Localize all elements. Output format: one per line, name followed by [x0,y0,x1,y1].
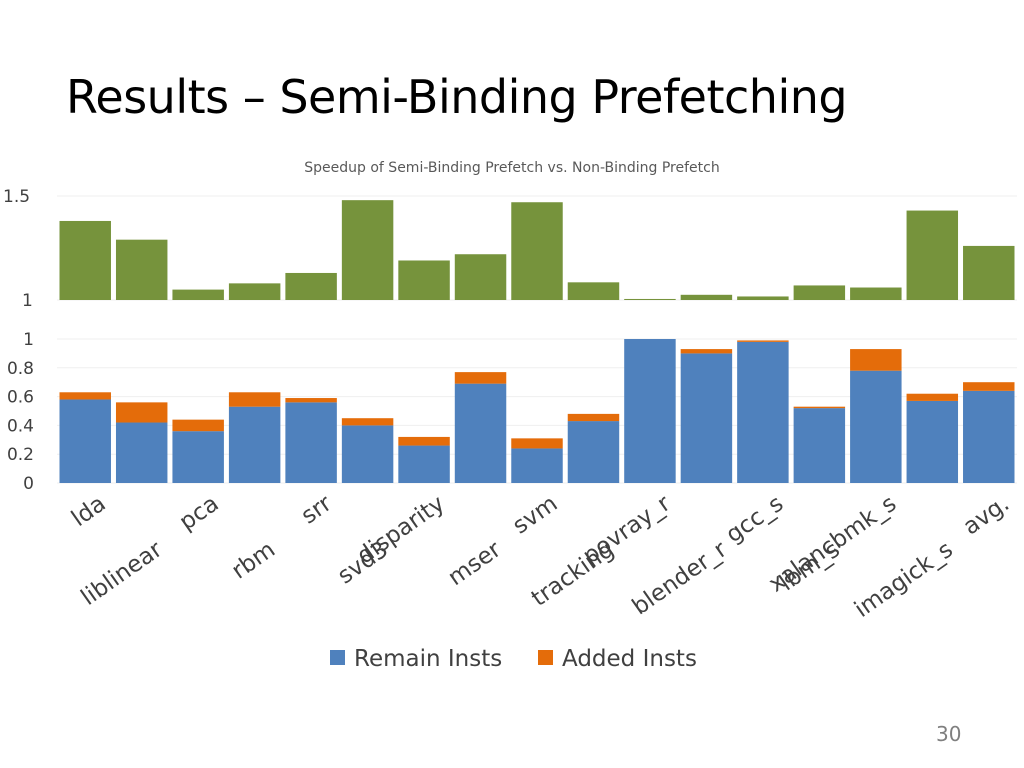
legend: Remain Insts Added Insts [330,646,697,672]
added-bar-mser [454,372,507,384]
added-bar-tracking [567,413,620,422]
category-label-lda: lda [67,491,111,532]
category-label-liblinear: liblinear [77,536,168,611]
slide-title: Results – Semi-Binding Prefetching [66,70,848,124]
remain-bar-gcc_s [737,341,789,483]
chart-title: Speedup of Semi-Binding Prefetch vs. Non… [304,160,719,176]
remain-bar-rbm [228,406,281,483]
category-label-mser: mser [444,536,507,591]
category-label-povray_r: povray_r [578,490,676,569]
bottom-y-tick-label: 0.2 [7,445,34,465]
added-bar-pca [172,419,224,432]
speedup-bar-rbm [228,283,281,300]
bottom-y-tick-label: 0.8 [7,359,34,379]
added-bar-imagick_s [906,393,959,401]
remain-bar-xalancbmk_s [850,370,902,483]
added-bar-liblinear [115,402,168,423]
added-bar-blender_r [680,349,733,354]
bottom-y-tick-label: 1 [23,330,34,350]
remain-bar-pca [172,431,224,483]
x-axis-category-labels: ldaliblinearpcarbmsrrsvd3disparitymsersv… [67,490,1014,623]
speedup-bar-povray_r [624,298,676,300]
speedup-bar-disparity [398,260,450,300]
speedup-bar-liblinear [115,239,168,300]
category-label-srr: srr [297,490,337,529]
bottom-y-tick-label: 0.6 [7,388,34,408]
category-label-avg.: avg. [959,491,1015,541]
added-bar-avg. [963,382,1015,391]
added-bar-xalancbmk_s [850,349,902,371]
speedup-bar-tracking [567,282,620,300]
remain-bar-blender_r [680,353,733,483]
speedup-bar-avg. [963,245,1015,300]
category-label-rbm: rbm [227,537,280,585]
category-label-disparity: disparity [353,491,450,570]
top-chart-y-ticks: 11.5 [3,187,33,311]
top-y-tick-label: 1 [22,291,33,311]
added-bar-srr [285,398,337,403]
category-label-imagick_s: imagick_s [850,537,958,623]
speedup-bar-imagick_s [906,210,959,300]
category-label-blender_r: blender_r [628,536,733,620]
added-bar-svd3 [341,418,394,426]
speedup-bar-srr [285,272,337,300]
remain-bar-povray_r [624,339,676,483]
legend-swatch-added [538,650,553,665]
speedup-bar-blender_r [680,294,733,300]
speedup-bar-xalancbmk_s [850,287,902,300]
remain-bar-svm [511,448,563,483]
remain-bar-disparity [398,445,450,483]
category-label-pca: pca [175,491,224,536]
speedup-bar-svm [511,202,563,300]
bottom-chart-y-ticks: 0 0.2 0.4 0.6 0.8 1 [7,330,34,494]
bottom-y-tick-label: 0 [23,474,34,494]
speedup-bar-svd3 [341,200,394,300]
category-label-svm: svm [508,491,562,540]
remain-bar-imagick_s [906,400,959,483]
added-bar-lda [59,392,111,400]
speedup-bar-pca [172,289,224,300]
bottom-chart-bars [59,339,1015,483]
legend-swatch-remain [330,650,345,665]
speedup-bar-gcc_s [737,296,789,300]
remain-bar-svd3 [341,425,394,483]
remain-bar-avg. [963,390,1015,483]
speedup-bar-mser [454,254,507,300]
added-bar-lbm_s [793,406,846,409]
category-label-gcc_s: gcc_s [721,491,788,549]
added-bar-disparity [398,436,450,446]
remain-bar-srr [285,402,337,483]
bottom-y-tick-label: 0.4 [7,416,34,436]
speedup-bar-lbm_s [793,285,846,300]
page-number: 30 [936,722,962,746]
remain-bar-tracking [567,421,620,483]
added-bar-gcc_s [737,340,789,342]
remain-bar-lda [59,399,111,483]
added-bar-svm [511,438,563,449]
remain-bar-lbm_s [793,408,846,483]
remain-bar-liblinear [115,422,168,483]
top-y-tick-label: 1.5 [3,187,30,207]
legend-label-added: Added Insts [562,646,697,672]
added-bar-rbm [228,392,281,407]
speedup-bar-lda [59,220,111,300]
remain-bar-mser [454,383,507,483]
legend-label-remain: Remain Insts [354,646,502,672]
top-chart-bars [59,200,1015,300]
